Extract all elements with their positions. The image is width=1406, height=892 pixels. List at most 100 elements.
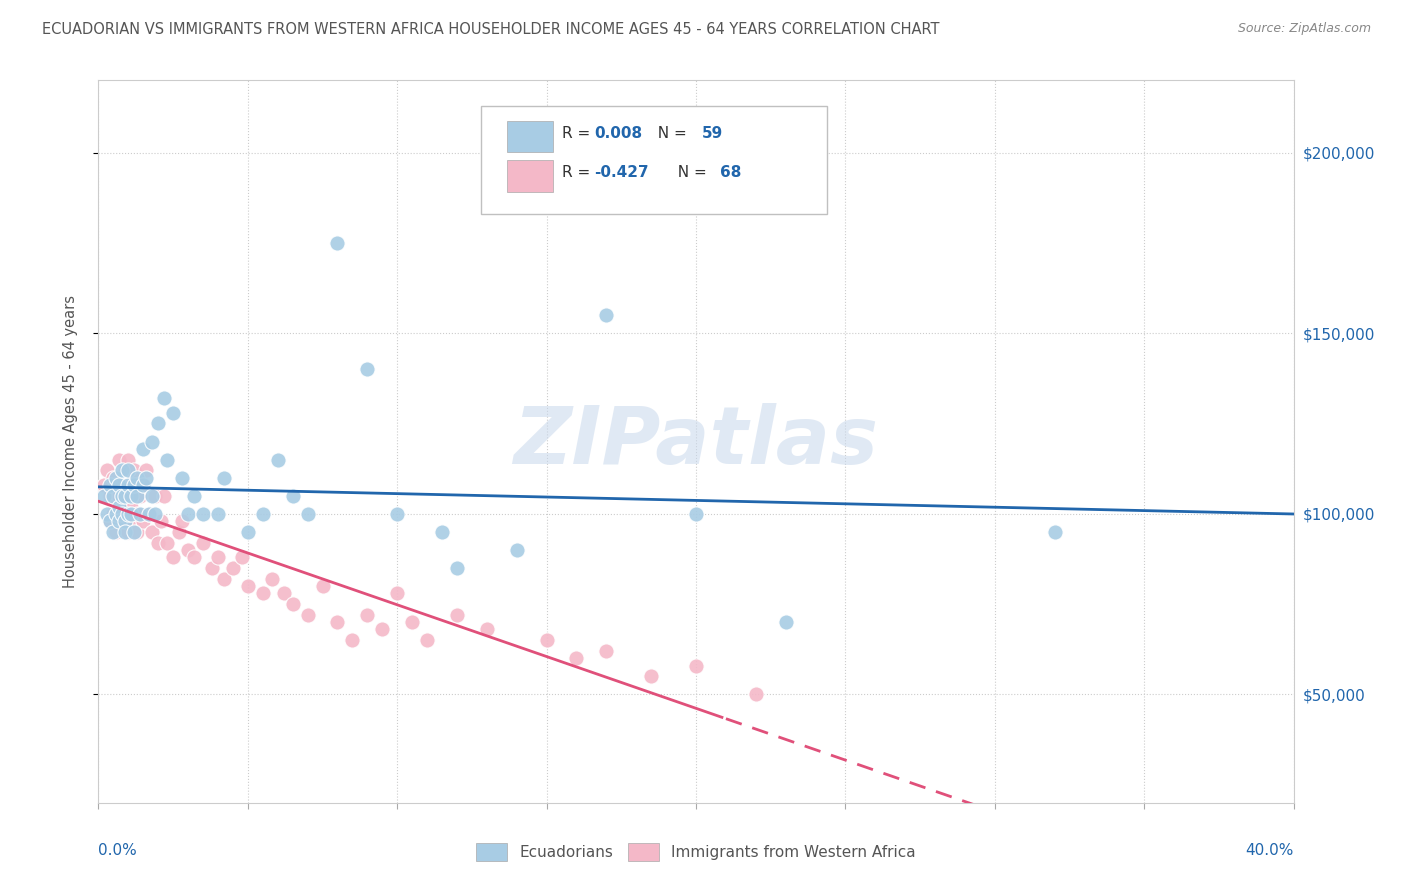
- Point: [117, 524, 139, 539]
- Point: [105, 524, 128, 539]
- Text: 68: 68: [720, 165, 741, 180]
- FancyBboxPatch shape: [508, 120, 553, 152]
- Point: [98, 514, 122, 528]
- Point: [93, 478, 115, 492]
- Point: [236, 579, 259, 593]
- Point: [311, 579, 333, 593]
- FancyBboxPatch shape: [481, 105, 828, 214]
- Point: [117, 489, 139, 503]
- Point: [141, 434, 163, 449]
- Text: 0.0%: 0.0%: [98, 843, 138, 857]
- Point: [183, 550, 205, 565]
- Y-axis label: Householder Income Ages 45 - 64 years: Householder Income Ages 45 - 64 years: [63, 295, 77, 588]
- Point: [326, 615, 349, 630]
- Point: [236, 524, 259, 539]
- Point: [183, 489, 205, 503]
- Point: [124, 478, 146, 492]
- Point: [105, 478, 128, 492]
- Point: [281, 597, 304, 611]
- Point: [267, 452, 290, 467]
- Point: [114, 463, 136, 477]
- Point: [207, 550, 229, 565]
- Text: 40.0%: 40.0%: [1246, 843, 1294, 857]
- Point: [108, 514, 131, 528]
- Point: [148, 417, 170, 431]
- Point: [177, 507, 200, 521]
- Point: [108, 500, 131, 514]
- Point: [96, 507, 118, 521]
- Text: N =: N =: [668, 165, 711, 180]
- Point: [252, 586, 274, 600]
- Point: [111, 478, 134, 492]
- Point: [385, 586, 409, 600]
- Text: Source: ZipAtlas.com: Source: ZipAtlas.com: [1237, 22, 1371, 36]
- Point: [506, 542, 529, 557]
- Legend: Ecuadorians, Immigrants from Western Africa: Ecuadorians, Immigrants from Western Afr…: [470, 837, 922, 867]
- Point: [150, 514, 173, 528]
- Point: [127, 507, 149, 521]
- Text: ECUADORIAN VS IMMIGRANTS FROM WESTERN AFRICA HOUSEHOLDER INCOME AGES 45 - 64 YEA: ECUADORIAN VS IMMIGRANTS FROM WESTERN AF…: [42, 22, 939, 37]
- Point: [156, 535, 179, 549]
- Point: [167, 524, 190, 539]
- Point: [475, 623, 498, 637]
- Point: [342, 633, 364, 648]
- Point: [127, 470, 149, 484]
- Point: [98, 489, 122, 503]
- Point: [430, 524, 453, 539]
- Point: [108, 489, 131, 503]
- Point: [117, 478, 139, 492]
- Point: [162, 406, 184, 420]
- Point: [416, 633, 439, 648]
- Point: [93, 489, 115, 503]
- Point: [356, 362, 378, 376]
- Point: [162, 550, 184, 565]
- Point: [111, 489, 134, 503]
- Point: [129, 507, 152, 521]
- Point: [132, 514, 155, 528]
- Point: [595, 308, 617, 322]
- Point: [120, 489, 142, 503]
- Point: [138, 507, 160, 521]
- Point: [191, 507, 214, 521]
- Point: [127, 524, 149, 539]
- Point: [103, 470, 125, 484]
- Point: [1043, 524, 1066, 539]
- Point: [148, 535, 170, 549]
- Point: [297, 607, 319, 622]
- Point: [153, 391, 176, 405]
- Point: [191, 535, 214, 549]
- Point: [273, 586, 295, 600]
- Point: [98, 478, 122, 492]
- Point: [252, 507, 274, 521]
- Point: [212, 572, 235, 586]
- Point: [775, 615, 797, 630]
- Point: [222, 561, 245, 575]
- Point: [446, 561, 468, 575]
- Point: [156, 452, 179, 467]
- Point: [124, 524, 146, 539]
- Point: [132, 478, 155, 492]
- Point: [114, 514, 136, 528]
- Point: [595, 644, 617, 658]
- Point: [172, 470, 194, 484]
- Point: [111, 507, 134, 521]
- Text: 0.008: 0.008: [595, 126, 643, 141]
- Point: [260, 572, 283, 586]
- Point: [124, 514, 146, 528]
- Point: [143, 507, 166, 521]
- FancyBboxPatch shape: [508, 161, 553, 192]
- Point: [103, 524, 125, 539]
- Point: [117, 507, 139, 521]
- Point: [135, 470, 157, 484]
- Point: [105, 470, 128, 484]
- Point: [356, 607, 378, 622]
- Point: [111, 507, 134, 521]
- Point: [153, 489, 176, 503]
- Point: [114, 524, 136, 539]
- Point: [143, 489, 166, 503]
- Point: [565, 651, 588, 665]
- Point: [103, 489, 125, 503]
- Point: [96, 463, 118, 477]
- Text: R =: R =: [562, 126, 600, 141]
- Point: [201, 561, 224, 575]
